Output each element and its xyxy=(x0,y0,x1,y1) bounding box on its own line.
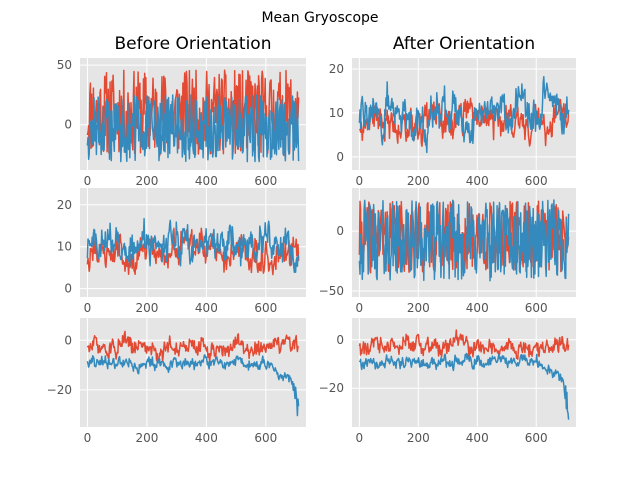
x-tick-label: 600 xyxy=(525,301,548,315)
x-tick-label: 200 xyxy=(135,174,158,188)
x-tick-label: 400 xyxy=(466,174,489,188)
x-tick-label: 0 xyxy=(356,431,364,445)
x-tick-label: 0 xyxy=(84,174,92,188)
x-tick-label: 600 xyxy=(525,174,548,188)
x-tick-label: 400 xyxy=(195,431,218,445)
series-line-red xyxy=(358,329,570,360)
series-line-blue xyxy=(358,352,570,420)
x-tick-label: 400 xyxy=(195,174,218,188)
y-tick-label: −20 xyxy=(319,381,344,395)
x-tick-label: 400 xyxy=(466,431,489,445)
y-tick-label: 50 xyxy=(57,58,72,72)
subplot-row3-left: 0 200 400 600 −20 0 xyxy=(47,318,306,445)
subplot-row2-right: 0 200 400 600 −50 0 xyxy=(319,188,576,315)
y-tick-label: 0 xyxy=(64,333,72,347)
y-tick-label: −50 xyxy=(319,284,344,298)
column-title-after: After Orientation xyxy=(393,34,535,54)
x-tick-label: 600 xyxy=(254,301,277,315)
x-tick-label: 0 xyxy=(356,174,364,188)
subplot-row1-right: 0 200 400 600 0 10 20 xyxy=(329,58,576,188)
y-tick-label: 0 xyxy=(336,333,344,347)
column-title-before: Before Orientation xyxy=(115,34,272,54)
x-tick-label: 0 xyxy=(84,301,92,315)
x-tick-label: 600 xyxy=(254,174,277,188)
x-tick-label: 0 xyxy=(84,431,92,445)
series-line-blue xyxy=(86,94,300,163)
series-line-blue xyxy=(86,354,300,417)
y-tick-label: 10 xyxy=(329,106,344,120)
y-tick-label: 0 xyxy=(336,150,344,164)
series-line-blue xyxy=(86,217,300,274)
subplot-row1-left: 0 200 400 600 0 50 xyxy=(57,58,306,188)
x-tick-label: 200 xyxy=(135,431,158,445)
subplot-row3-right: 0 200 400 600 −20 0 xyxy=(319,318,576,445)
y-tick-label: 0 xyxy=(64,118,72,132)
series-line-red xyxy=(86,330,300,363)
subplot-row2-left: 0 200 400 600 0 10 20 xyxy=(57,188,306,315)
x-tick-label: 200 xyxy=(407,174,430,188)
x-tick-label: 200 xyxy=(407,301,430,315)
x-tick-label: 400 xyxy=(195,301,218,315)
x-tick-label: 200 xyxy=(135,301,158,315)
y-tick-label: −20 xyxy=(47,383,72,397)
y-tick-label: 20 xyxy=(57,198,72,212)
y-tick-label: 10 xyxy=(57,240,72,254)
x-tick-label: 200 xyxy=(407,431,430,445)
plot-area xyxy=(80,318,306,427)
series-line-blue xyxy=(358,199,570,282)
y-tick-label: 0 xyxy=(64,282,72,296)
x-tick-label: 600 xyxy=(525,431,548,445)
x-tick-label: 600 xyxy=(254,431,277,445)
series-line-blue xyxy=(358,76,570,154)
y-tick-label: 20 xyxy=(329,62,344,76)
x-tick-label: 0 xyxy=(356,301,364,315)
y-tick-label: 0 xyxy=(336,224,344,238)
plot-area xyxy=(352,318,576,427)
x-tick-label: 400 xyxy=(466,301,489,315)
figure-suptitle: Mean Gryoscope xyxy=(261,10,378,26)
